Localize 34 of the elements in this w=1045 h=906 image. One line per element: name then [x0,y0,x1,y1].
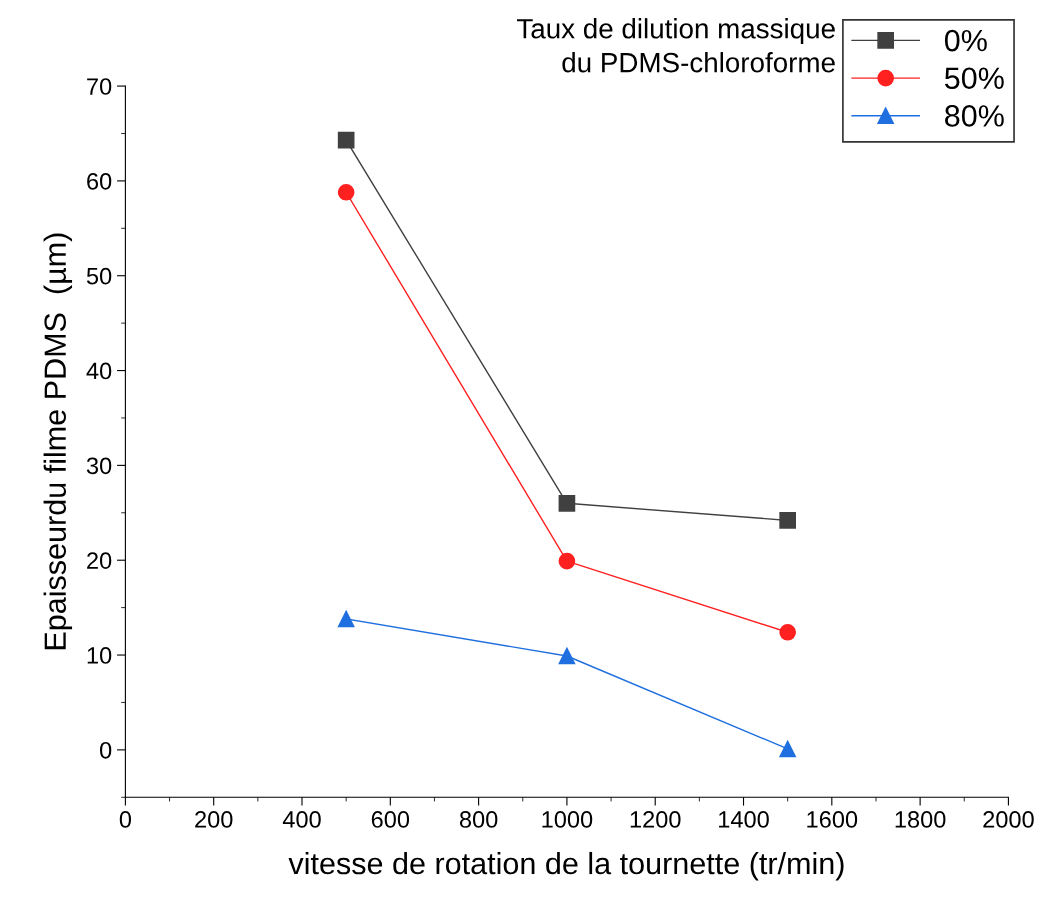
point [779,623,797,641]
legend-label: 0% [944,29,987,52]
y-tick-label: 0 [100,741,112,759]
x-tick-label: 1800 [895,811,946,828]
point [337,183,355,201]
x-axis-title: vitesse de rotation de la tournette (tr/min) [288,851,844,881]
x-tick-label: 400 [282,811,321,828]
x-tick-label: 0 [119,811,132,828]
y-tick-label: 40 [86,362,112,380]
x-tick-label: 800 [459,811,498,828]
point [337,131,355,149]
legend-label: 80% [945,105,1004,127]
point [779,512,797,529]
point [558,647,576,665]
y-tick-label: 60 [87,172,112,190]
x-tick-label: 600 [371,811,410,828]
x-tick-label: 1600 [807,811,858,828]
x-tick-label: 1400 [719,811,769,828]
y-tick-label: 20 [87,552,112,569]
y-tick-label: 10 [87,647,112,664]
y-tick-label: 70 [87,78,112,95]
x-tick-label: 1200 [630,811,681,828]
x-tick-label: 200 [195,811,233,828]
x-tick-label: 2000 [983,811,1034,828]
y-tick-label: 50 [86,267,112,285]
point [779,740,797,758]
point [558,494,576,512]
legend-title: Taux de dilution massique du PDMS-chloroforme [517,18,835,73]
y-axis-title: Epaisseurdu filme PDMS (µm) [43,233,73,650]
point [558,552,576,570]
x-tick-label: 1000 [542,811,593,828]
y-tick-label: 30 [86,457,112,475]
legend-label: 50% [944,67,1004,90]
point [337,610,355,628]
